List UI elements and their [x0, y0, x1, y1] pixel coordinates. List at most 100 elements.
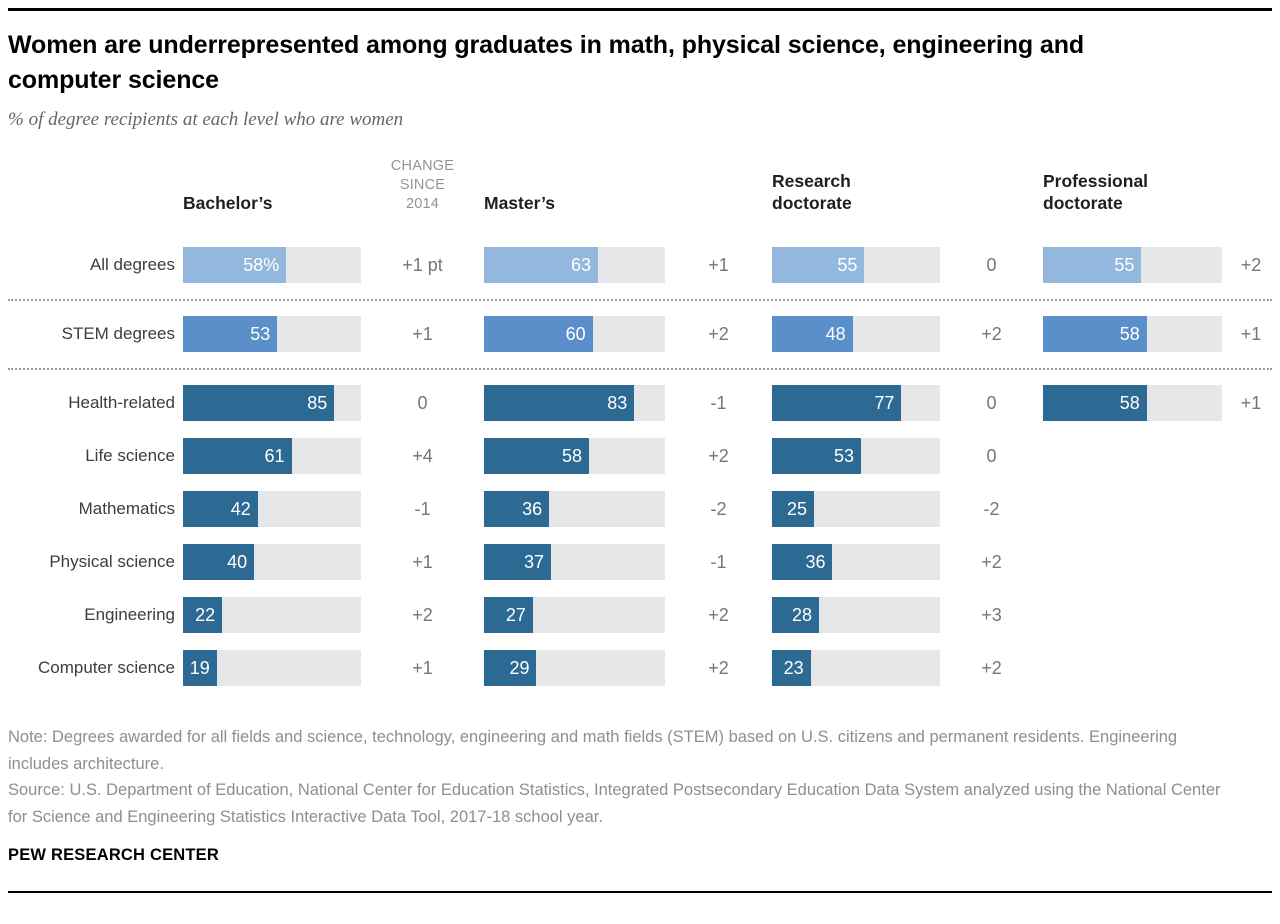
bar-track: 77	[772, 385, 940, 422]
bar-track: 58	[1043, 385, 1222, 422]
bar-cell: 27	[484, 597, 665, 634]
bar-track: 19	[183, 650, 361, 687]
change-value: +1	[412, 551, 433, 572]
bar-fill: 53	[183, 316, 278, 353]
row-label: Mathematics	[78, 499, 175, 519]
change-value: +2	[708, 604, 729, 625]
bar-value-label: 37	[523, 551, 544, 572]
chart-rows: All degrees 58% +1 pt 63 +1 55 0 55 +2 STEM degre…	[8, 247, 1272, 687]
change-value: +2	[981, 657, 1002, 678]
bar-track: 55	[1043, 247, 1222, 284]
chart-row: Computer science 19 +1 29 +2 23 +2	[8, 650, 1272, 687]
bar-fill: 85	[183, 385, 335, 422]
change-value	[1222, 491, 1280, 527]
bar-fill: 19	[183, 650, 217, 687]
bar-value-label: 36	[805, 551, 826, 572]
bar-cell	[1043, 491, 1222, 527]
bar-fill: 27	[484, 597, 533, 634]
change-value: +2	[412, 604, 433, 625]
change-value	[1222, 438, 1280, 474]
bar-value-label: 36	[522, 498, 543, 519]
bar-fill: 36	[772, 544, 833, 581]
bar-cell: 53	[183, 316, 361, 353]
bar-fill: 37	[484, 544, 551, 581]
bar-value-label: 83	[607, 392, 628, 413]
change-value: +2	[981, 551, 1002, 572]
bar-fill: 55	[1043, 247, 1142, 284]
change-value: -1	[414, 498, 431, 519]
column-header-bachelors: Bachelor’s	[183, 192, 273, 213]
bar-fill: 48	[772, 316, 853, 353]
bar-value-label: 40	[227, 551, 248, 572]
change-value: +1	[412, 323, 433, 344]
bar-track: 27	[484, 597, 665, 634]
bar-track: 48	[772, 316, 940, 353]
change-value: +1	[1240, 323, 1262, 344]
row-label: Engineering	[84, 605, 175, 625]
chart-subtitle: % of degree recipients at each level who…	[8, 109, 404, 130]
bar-value-label: 28	[792, 604, 813, 625]
bar-fill: 22	[183, 597, 223, 634]
bar-track: 28	[772, 597, 940, 634]
bar-cell: 85	[183, 385, 361, 422]
bar-value-label: 60	[565, 323, 586, 344]
bar-track: 58	[484, 438, 665, 475]
change-value: 0	[417, 392, 428, 413]
bar-track: 37	[484, 544, 665, 581]
change-value: +2	[708, 657, 729, 678]
bar-value-label: 48	[825, 323, 846, 344]
bar-value-label: 25	[786, 498, 807, 519]
change-value: 0	[986, 392, 997, 413]
bar-value-label: 77	[874, 392, 895, 413]
change-value: +3	[981, 604, 1002, 625]
chart-row: STEM degrees 53 +1 60 +2 48 +2 58 +1	[8, 316, 1272, 353]
bar-fill: 25	[772, 491, 814, 528]
change-value: 0	[986, 445, 997, 466]
change-value: -1	[710, 551, 727, 572]
bar-track: 58	[1043, 316, 1222, 353]
bar-value-label: 29	[509, 657, 530, 678]
bar-fill: 42	[183, 491, 258, 528]
chart-footer: Note: Degrees awarded for all fields and…	[8, 724, 1272, 865]
bar-fill: 23	[772, 650, 811, 687]
bar-track: 36	[772, 544, 940, 581]
dotted-divider	[8, 368, 1272, 371]
bar-fill: 53	[772, 438, 862, 475]
change-value: +2	[1240, 254, 1262, 275]
bar-fill: 58	[1043, 385, 1147, 422]
change-value: +2	[708, 445, 729, 466]
change-value: +1	[708, 254, 729, 275]
chart-row: Engineering 22 +2 27 +2 28 +3	[8, 597, 1272, 634]
dotted-divider	[8, 299, 1272, 302]
top-rule	[8, 8, 1272, 11]
bar-track: 60	[484, 316, 665, 353]
bar-cell: 83	[484, 385, 665, 422]
change-value: +2	[708, 323, 729, 344]
bar-value-label: 27	[505, 604, 526, 625]
bar-cell: 61	[183, 438, 361, 475]
row-label: STEM degrees	[61, 324, 175, 344]
row-label: Health-related	[68, 393, 175, 413]
bar-value-label: 55	[1114, 254, 1135, 275]
bar-fill: 58	[1043, 316, 1147, 353]
bar-track: 23	[772, 650, 940, 687]
bar-value-label: 58	[1119, 392, 1140, 413]
bar-value-label: 58%	[243, 254, 280, 275]
bar-value-label: 58	[561, 445, 582, 466]
bar-track: 22	[183, 597, 361, 634]
bar-track: 29	[484, 650, 665, 687]
bar-cell: 19	[183, 650, 361, 687]
bar-cell	[1043, 544, 1222, 580]
bar-fill: 61	[183, 438, 292, 475]
bar-cell: 37	[484, 544, 665, 581]
bar-cell: 25	[772, 491, 940, 528]
column-header-research-doctorate: Research doctorate	[772, 170, 852, 213]
bar-cell	[1043, 438, 1222, 474]
bar-cell: 36	[772, 544, 940, 581]
bar-track: 83	[484, 385, 665, 422]
row-label: Life science	[85, 446, 175, 466]
bar-cell: 23	[772, 650, 940, 687]
row-label: Physical science	[49, 552, 175, 572]
change-value: 0	[986, 254, 997, 275]
bar-fill: 28	[772, 597, 820, 634]
